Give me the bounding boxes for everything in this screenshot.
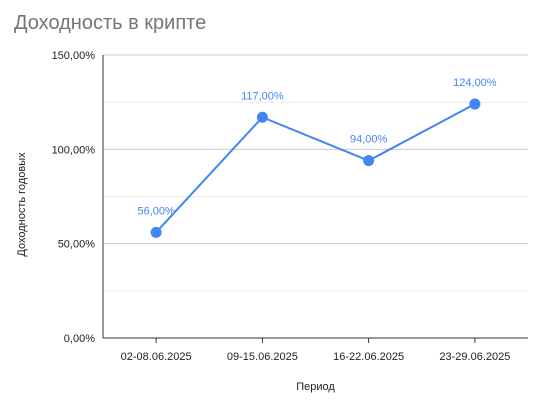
y-axis: 0,00% 50,00% 100,00% 150,00% bbox=[52, 50, 96, 345]
chart-title: Доходность в крипте bbox=[14, 12, 207, 34]
y-tick-label: 0,00% bbox=[64, 333, 95, 345]
data-label: 94,00% bbox=[350, 134, 388, 146]
x-tick-label: 16-22.06.2025 bbox=[333, 351, 404, 363]
series-line bbox=[155, 103, 476, 234]
data-point bbox=[469, 98, 481, 110]
data-point bbox=[150, 226, 162, 238]
x-tick-label: 02-08.06.2025 bbox=[121, 351, 192, 363]
y-tick-label: 150,00% bbox=[52, 50, 96, 62]
y-tick-label: 50,00% bbox=[58, 239, 96, 251]
grid-lines bbox=[102, 54, 528, 339]
x-tick-label: 23-29.06.2025 bbox=[439, 351, 510, 363]
data-points bbox=[150, 98, 481, 238]
y-tick-label: 100,00% bbox=[52, 144, 96, 156]
x-tick-label: 09-15.06.2025 bbox=[227, 351, 298, 363]
data-labels: 56,00% 117,00% 94,00% 124,00% bbox=[137, 77, 496, 217]
y-axis-title: Доходность годовых bbox=[16, 152, 28, 257]
data-label: 117,00% bbox=[241, 90, 284, 102]
data-label: 56,00% bbox=[137, 205, 175, 217]
data-point bbox=[363, 155, 375, 167]
x-axis-title: Период bbox=[296, 381, 335, 393]
x-axis: 02-08.06.2025 09-15.06.2025 16-22.06.2025 2… bbox=[121, 338, 510, 363]
series-line-path bbox=[155, 103, 476, 234]
data-label: 124,00% bbox=[453, 77, 497, 89]
data-point bbox=[256, 111, 268, 123]
